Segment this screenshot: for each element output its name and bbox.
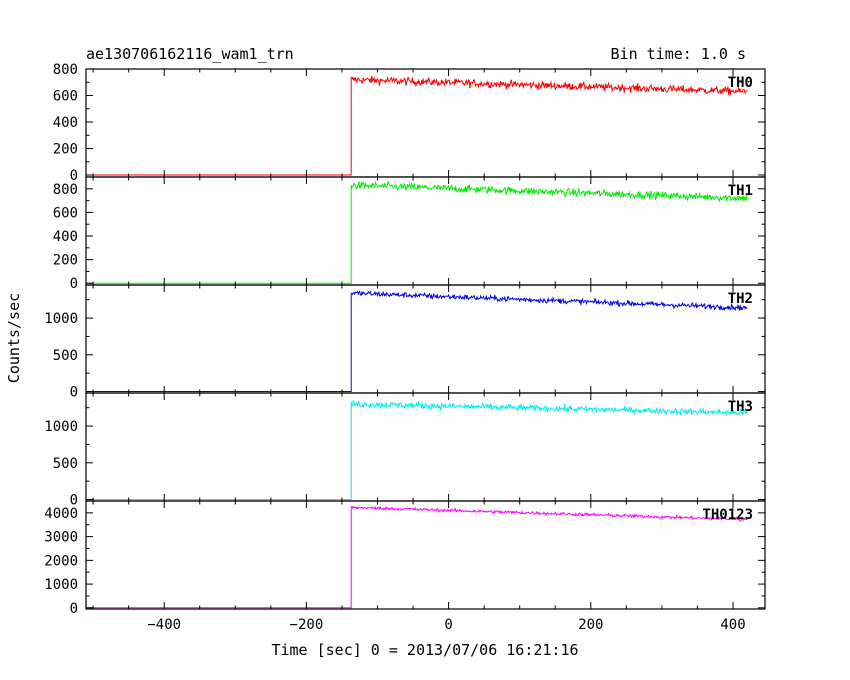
panels-group: 0 200 400 600 800 TH0 0 200 400 600 800 TH1 0 500 1000…: [44, 62, 766, 617]
y-tick-label: 1000: [44, 577, 78, 593]
panel-frame: [85, 68, 766, 178]
panel-label-th2: TH2: [728, 291, 753, 307]
bin-time-label: Bin time: 1.0 s: [611, 45, 746, 63]
panel-label-th0123: TH0123: [702, 507, 753, 523]
y-tick-label: 0: [70, 601, 78, 617]
y-tick-label: 0: [70, 168, 78, 184]
panel-th0: 0 200 400 600 800 TH0: [53, 62, 766, 184]
x-axis: −400 −200 0 200 400: [147, 617, 745, 633]
y-tick-label: 200: [53, 142, 78, 158]
panel-frame: [85, 284, 766, 394]
y-tick-label: 0: [70, 385, 78, 401]
chart-title: ae130706162116_wam1_trn: [86, 45, 294, 63]
y-tick-label: 0: [70, 493, 78, 509]
series-line-th1: [86, 180, 748, 284]
y-tick-label: 600: [53, 205, 78, 221]
x-tick-label: 400: [720, 617, 745, 633]
y-tick-label: 500: [53, 348, 78, 364]
y-tick-label: 200: [53, 253, 78, 269]
x-tick-label: 200: [578, 617, 603, 633]
y-tick-label: 4000: [44, 506, 78, 522]
y-tick-label: 2000: [44, 553, 78, 569]
y-tick-label: 1000: [44, 311, 78, 327]
panel-label-th1: TH1: [728, 183, 753, 199]
series-line-th3: [86, 399, 748, 500]
y-axis-label: Counts/sec: [5, 293, 23, 383]
y-tick-label: 3000: [44, 530, 78, 546]
panel-th2: 0 500 1000 TH2: [44, 284, 766, 401]
panel-frame: [85, 500, 766, 610]
y-tick-label: 500: [53, 456, 78, 472]
y-tick-label: 0: [70, 276, 78, 292]
panel-label-th0: TH0: [728, 75, 753, 91]
x-tick-label: −200: [290, 617, 324, 633]
panel-th1: 0 200 400 600 800 TH1: [53, 176, 766, 292]
y-tick-label: 400: [53, 115, 78, 131]
panel-label-th3: TH3: [728, 399, 753, 415]
series-line-th0123: [86, 505, 748, 609]
series-line-th0: [86, 75, 748, 176]
y-tick-label: 600: [53, 89, 78, 105]
panel-th3: 0 500 1000 TH3: [44, 392, 766, 509]
x-tick-label: 0: [444, 617, 452, 633]
y-tick-label: 400: [53, 229, 78, 245]
x-axis-label: Time [sec] 0 = 2013/07/06 16:21:16: [271, 641, 578, 659]
y-tick-label: 800: [53, 62, 78, 78]
x-tick-label: −400: [147, 617, 181, 633]
y-tick-label: 800: [53, 182, 78, 198]
series-line-th2: [86, 290, 748, 392]
panel-th0123: 0 1000 2000 3000 4000 TH0123: [44, 500, 766, 617]
y-tick-label: 1000: [44, 419, 78, 435]
